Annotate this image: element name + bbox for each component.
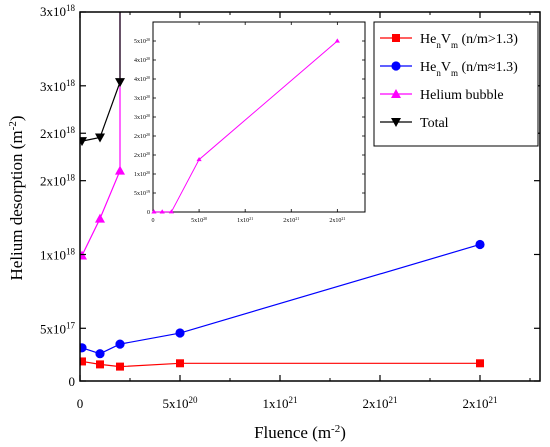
data-point bbox=[116, 362, 124, 371]
series-line-3 bbox=[81, 12, 121, 142]
inset-frame bbox=[152, 21, 366, 213]
main-axes: 0 5x1020 1x1021 2x1021 2x1021 0 5x1017 1x1018 2x… bbox=[40, 3, 541, 411]
data-point bbox=[476, 359, 484, 368]
data-point bbox=[475, 239, 485, 250]
data-point bbox=[80, 137, 87, 147]
inset-data-point bbox=[168, 209, 175, 214]
inset-y-tick-label: 2x1020 bbox=[134, 132, 150, 141]
y-tick-label: 1x1018 bbox=[40, 246, 76, 262]
plot-frame bbox=[79, 11, 541, 382]
series-line-2 bbox=[81, 12, 121, 256]
inset-y-tick-label: 3x1020 bbox=[134, 113, 150, 122]
y-tick-label: 3x1018 bbox=[40, 3, 76, 19]
y-tick-label: 2x1018 bbox=[40, 173, 76, 189]
inset-plot: 0 5x1020 1x1021 2x1021 2x1021 0 5x1019 1x1020 2x… bbox=[134, 21, 366, 225]
data-point bbox=[80, 343, 87, 353]
legend-marker bbox=[392, 34, 400, 42]
y-axis-label: Helium desorption (m-2) bbox=[7, 116, 26, 281]
x-tick-label: 2x1021 bbox=[363, 395, 398, 411]
inset-y-tick-label: 3x1020 bbox=[134, 94, 150, 103]
legend: HenVm (n/m>1.3) HenVm (n/m≈1.3) Helium bub… bbox=[373, 21, 539, 147]
inset-x-tick-label: 1x1021 bbox=[237, 216, 253, 225]
inset-y-tick-label: 1x1020 bbox=[134, 170, 150, 179]
inset-data-point bbox=[151, 209, 157, 214]
data-point bbox=[95, 213, 105, 223]
data-point bbox=[176, 359, 184, 368]
main-series bbox=[80, 12, 485, 371]
inset-y-tick-label: 5x1019 bbox=[134, 189, 150, 198]
inset-data-point bbox=[159, 209, 165, 214]
data-point bbox=[115, 339, 125, 349]
data-point bbox=[80, 357, 86, 366]
inset-y-tick-label: 0 bbox=[147, 210, 150, 216]
data-point bbox=[115, 165, 125, 175]
data-point bbox=[95, 133, 105, 143]
inset-x-tick-label: 2x1021 bbox=[329, 216, 345, 225]
series-line-0 bbox=[81, 360, 480, 368]
x-tick-label: 1x1021 bbox=[263, 395, 298, 411]
data-point bbox=[175, 328, 185, 338]
data-point bbox=[95, 349, 105, 359]
legend-entry-1: HenVm (n/m≈1.3) bbox=[420, 60, 518, 78]
inset-data-point bbox=[334, 38, 340, 43]
y-tick-label: 3x1018 bbox=[40, 78, 76, 94]
y-tick-label: 2x1018 bbox=[40, 125, 76, 141]
x-tick-label: 5x1020 bbox=[163, 395, 199, 411]
legend-marker bbox=[391, 89, 401, 98]
x-axis-label: Fluence (m-2) bbox=[254, 423, 346, 442]
legend-entry-2: Helium bubble bbox=[420, 88, 504, 103]
legend-box bbox=[373, 21, 539, 147]
data-point bbox=[96, 360, 104, 369]
inset-y-tick-label: 5x1020 bbox=[134, 37, 150, 46]
legend-marker bbox=[391, 61, 401, 71]
inset-x-tick-label: 5x1020 bbox=[191, 216, 207, 225]
inset-y-tick-label: 4x1020 bbox=[134, 75, 150, 84]
y-tick-label: 5x1017 bbox=[40, 320, 76, 336]
x-tick-label: 2x1021 bbox=[463, 395, 498, 411]
inset-y-tick-label: 2x1020 bbox=[134, 151, 150, 160]
inset-y-tick-label: 4x1020 bbox=[134, 56, 150, 65]
inset-x-tick-label: 0 bbox=[152, 218, 155, 224]
inset-x-tick-label: 2x1021 bbox=[283, 216, 299, 225]
y-tick-label: 0 bbox=[69, 374, 76, 389]
legend-marker bbox=[391, 118, 401, 127]
legend-entry-3: Total bbox=[420, 116, 449, 131]
legend-entry-0: HenVm (n/m>1.3) bbox=[420, 32, 518, 50]
data-point bbox=[115, 78, 125, 88]
x-tick-label: 0 bbox=[77, 396, 84, 411]
series-line-1 bbox=[81, 243, 481, 355]
inset-data-point bbox=[196, 156, 202, 162]
